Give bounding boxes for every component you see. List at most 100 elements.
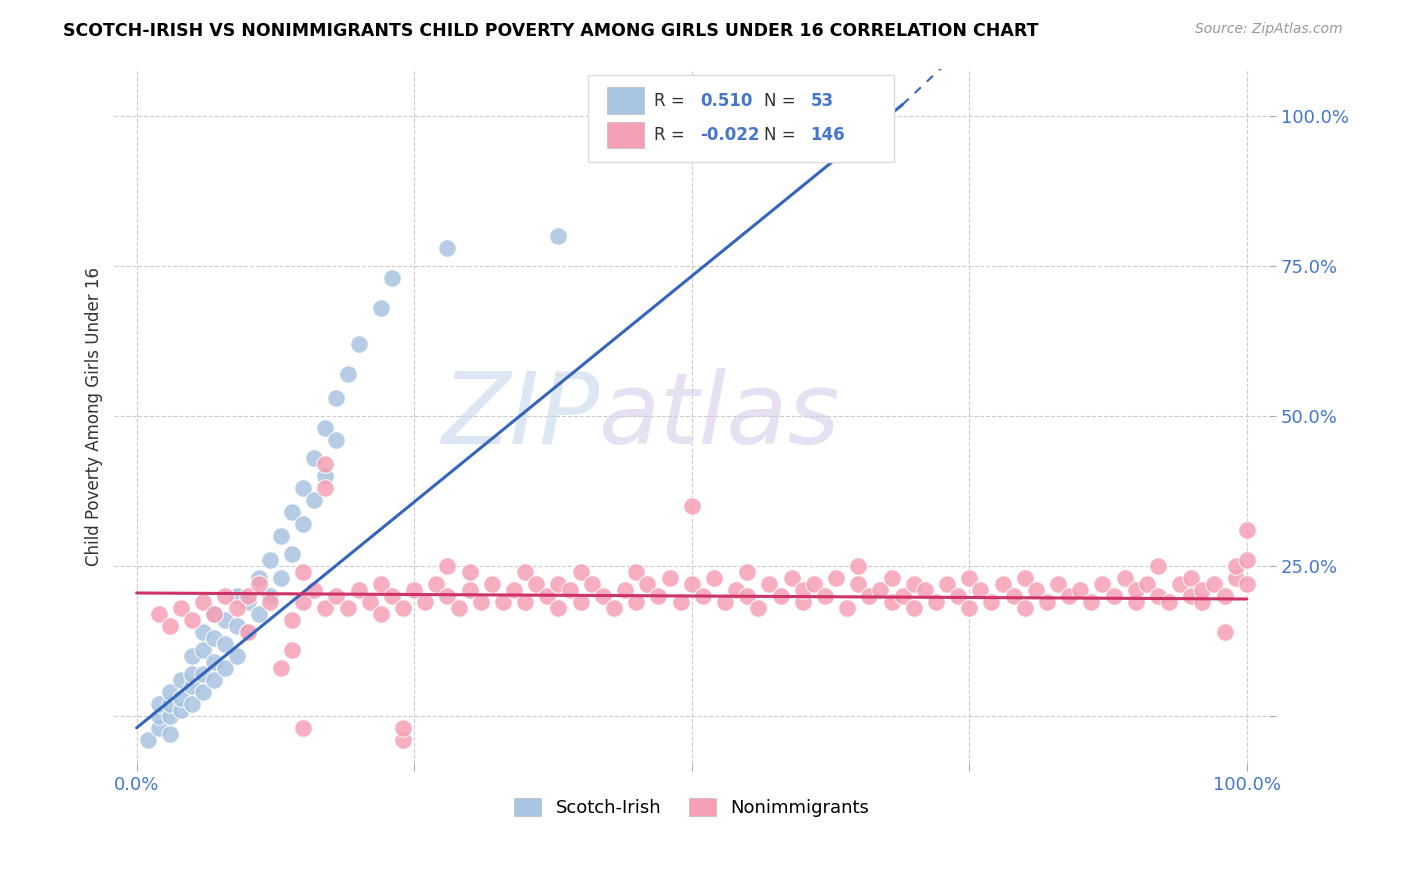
Point (236, 595, 259, 609)
Point (236, 589, 259, 603)
Point (314, 601, 336, 615)
Point (547, 601, 569, 615)
Point (170, 601, 193, 615)
Point (814, 589, 837, 603)
Point (957, 571, 980, 585)
Point (569, 565, 592, 579)
Point (225, 648, 247, 663)
Point (159, 619, 181, 633)
FancyBboxPatch shape (588, 76, 894, 162)
Point (281, 505, 304, 519)
Point (758, 577, 780, 591)
Point (669, 595, 692, 609)
Point (359, 595, 381, 609)
Point (1125, 582, 1147, 597)
Point (225, 619, 247, 633)
Point (1136, 577, 1159, 591)
Point (436, 559, 458, 574)
Point (735, 565, 758, 579)
Point (236, 624, 259, 639)
Point (148, 697, 170, 711)
Point (270, 529, 292, 543)
Point (381, 589, 404, 603)
Point (392, 732, 415, 747)
Text: R =: R = (654, 127, 685, 145)
Point (247, 577, 270, 591)
Point (181, 667, 204, 681)
Point (624, 595, 647, 609)
Point (159, 697, 181, 711)
Point (202, 607, 225, 621)
Point (181, 679, 204, 693)
Point (681, 577, 703, 591)
Point (681, 499, 703, 513)
Point (436, 241, 458, 255)
Point (370, 577, 392, 591)
Point (159, 727, 181, 741)
Point (170, 703, 193, 717)
Point (1080, 595, 1102, 609)
Point (148, 709, 170, 723)
Point (1057, 589, 1080, 603)
Text: R =: R = (654, 92, 685, 110)
Point (304, 493, 326, 508)
Point (159, 709, 181, 723)
Point (247, 607, 270, 621)
Point (1213, 589, 1236, 603)
Point (1236, 523, 1258, 537)
Point (148, 607, 170, 621)
Text: atlas: atlas (599, 368, 841, 465)
Point (946, 589, 969, 603)
Text: N =: N = (765, 127, 796, 145)
Point (925, 595, 948, 609)
Point (747, 601, 769, 615)
Point (325, 589, 347, 603)
Point (292, 721, 315, 735)
Point (481, 577, 503, 591)
Point (202, 631, 225, 645)
Point (1180, 589, 1202, 603)
Point (325, 433, 347, 447)
Point (292, 517, 315, 532)
Point (1036, 595, 1059, 609)
Point (314, 457, 336, 471)
Point (1047, 577, 1070, 591)
Point (515, 565, 537, 579)
Point (225, 601, 247, 615)
Point (714, 595, 737, 609)
Point (1180, 571, 1202, 585)
Point (458, 582, 481, 597)
Point (636, 577, 658, 591)
Point (413, 595, 436, 609)
Point (336, 601, 359, 615)
Point (392, 601, 415, 615)
Point (193, 595, 215, 609)
Text: Source: ZipAtlas.com: Source: ZipAtlas.com (1195, 22, 1343, 37)
Point (314, 469, 336, 483)
Point (780, 571, 803, 585)
Point (193, 624, 215, 639)
Point (247, 571, 270, 585)
Point (980, 595, 1002, 609)
Point (1014, 601, 1036, 615)
Point (624, 565, 647, 579)
Point (347, 337, 370, 351)
Point (558, 582, 581, 597)
Point (436, 589, 458, 603)
Point (1025, 582, 1047, 597)
Point (236, 624, 259, 639)
Point (392, 721, 415, 735)
Point (370, 607, 392, 621)
Point (769, 589, 792, 603)
Point (846, 577, 869, 591)
Point (281, 547, 304, 561)
Point (1191, 582, 1213, 597)
Point (1168, 577, 1191, 591)
Point (957, 601, 980, 615)
Point (292, 481, 315, 495)
Point (1225, 571, 1247, 585)
Point (1114, 571, 1136, 585)
Point (259, 589, 281, 603)
Point (170, 690, 193, 705)
Point (214, 589, 236, 603)
